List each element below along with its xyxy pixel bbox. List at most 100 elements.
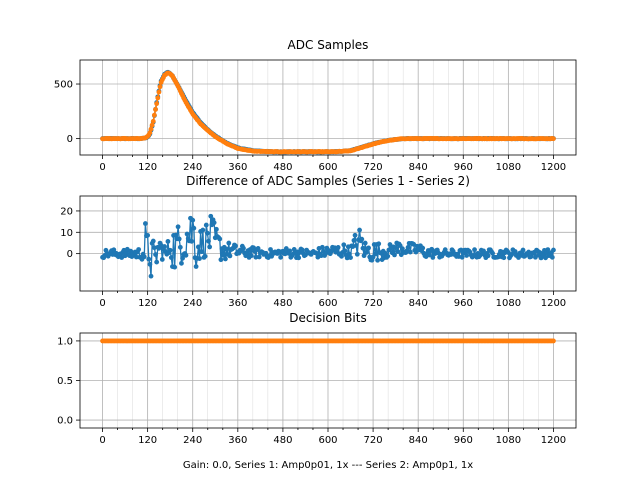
difference-panel: Difference of ADC Samples (Series 1 - Se… [60, 174, 577, 309]
difference-title: Difference of ADC Samples (Series 1 - Se… [186, 174, 470, 188]
x-tick-label: 600 [318, 162, 337, 173]
data-point [549, 254, 555, 260]
data-point [133, 254, 139, 260]
footer-xlabel: Gain: 0.0, Series 1: Amp0p01, 1x --- Ser… [183, 460, 473, 471]
x-tick-label: 240 [183, 162, 202, 173]
data-point [459, 254, 465, 260]
data-point [147, 130, 153, 136]
data-point [372, 251, 378, 257]
data-point [167, 247, 173, 253]
data-point [385, 253, 391, 259]
data-point [342, 248, 348, 254]
data-point [545, 247, 551, 253]
x-tick-label: 360 [228, 435, 247, 446]
data-point [363, 250, 369, 255]
data-point [348, 255, 353, 260]
data-point [214, 226, 219, 232]
data-point [485, 253, 491, 259]
data-point [464, 253, 470, 258]
data-point [278, 254, 284, 260]
data-point [287, 248, 293, 254]
data-point [191, 225, 197, 231]
data-point [202, 253, 208, 259]
x-tick-label: 600 [318, 298, 337, 309]
x-tick-label: 1080 [496, 298, 521, 309]
data-point [255, 246, 261, 251]
data-point [148, 273, 154, 279]
data-point [501, 255, 507, 261]
x-tick-label: 1200 [541, 435, 566, 446]
data-point [211, 220, 217, 226]
data-point [353, 243, 359, 248]
data-point [481, 248, 486, 254]
data-point [448, 252, 454, 257]
data-point [207, 244, 213, 250]
data-point [360, 245, 366, 251]
data-point [155, 95, 161, 101]
x-tick-label: 480 [273, 298, 292, 309]
data-point [405, 244, 411, 250]
data-point [296, 255, 302, 261]
data-point [142, 221, 148, 226]
x-tick-label: 600 [318, 435, 337, 446]
data-point [153, 107, 158, 112]
data-point [217, 236, 223, 242]
data-point [111, 247, 117, 253]
x-tick-label: 840 [409, 298, 428, 309]
data-point [195, 244, 201, 250]
x-tick-label: 1080 [496, 435, 521, 446]
data-point [520, 247, 526, 253]
x-tick-label: 720 [364, 162, 383, 173]
data-point [197, 256, 202, 261]
data-point [395, 249, 401, 254]
decision-bits-title: Decision Bits [289, 311, 366, 325]
data-point [208, 213, 214, 219]
x-tick-label: 1200 [541, 162, 566, 173]
data-point [179, 260, 184, 266]
data-point [341, 242, 347, 248]
data-point [159, 257, 165, 262]
data-point [472, 247, 477, 253]
data-point [176, 236, 182, 242]
x-tick-label: 240 [183, 435, 202, 446]
x-tick-label: 840 [409, 435, 428, 446]
y-tick-label: 1.0 [57, 336, 73, 347]
data-point [400, 246, 405, 252]
x-tick-label: 0 [99, 435, 105, 446]
data-point [175, 224, 181, 230]
data-point [177, 244, 183, 250]
y-tick-label: 0.5 [57, 376, 73, 387]
data-point [354, 251, 360, 257]
data-point [551, 136, 556, 142]
data-point [150, 238, 156, 244]
data-point [376, 241, 382, 247]
data-point [136, 247, 142, 252]
data-point [162, 244, 167, 249]
data-point [157, 84, 163, 90]
data-point [189, 238, 195, 244]
data-point [218, 257, 224, 263]
x-tick-label: 0 [99, 162, 105, 173]
data-point [241, 245, 246, 251]
data-point [146, 256, 152, 262]
data-point [226, 240, 232, 246]
data-point [392, 252, 397, 258]
data-point [165, 239, 171, 244]
y-tick-label: 10 [60, 228, 73, 239]
data-point [152, 112, 157, 118]
decision-bits-panel: Decision Bits 0 120 240 360 480 600 720 840 960 1… [57, 311, 577, 446]
data-point [263, 250, 269, 256]
data-point [153, 252, 158, 257]
data-point [512, 249, 518, 254]
data-point [227, 253, 233, 259]
data-point [168, 255, 174, 260]
data-point [318, 253, 324, 259]
x-tick-label: 960 [454, 162, 473, 173]
data-point [154, 259, 160, 265]
y-tick-label: 20 [60, 206, 73, 217]
data-point [393, 245, 399, 251]
data-point [362, 240, 368, 246]
data-point [352, 232, 358, 238]
y-tick-label: 0 [67, 249, 73, 260]
data-point [319, 244, 325, 250]
